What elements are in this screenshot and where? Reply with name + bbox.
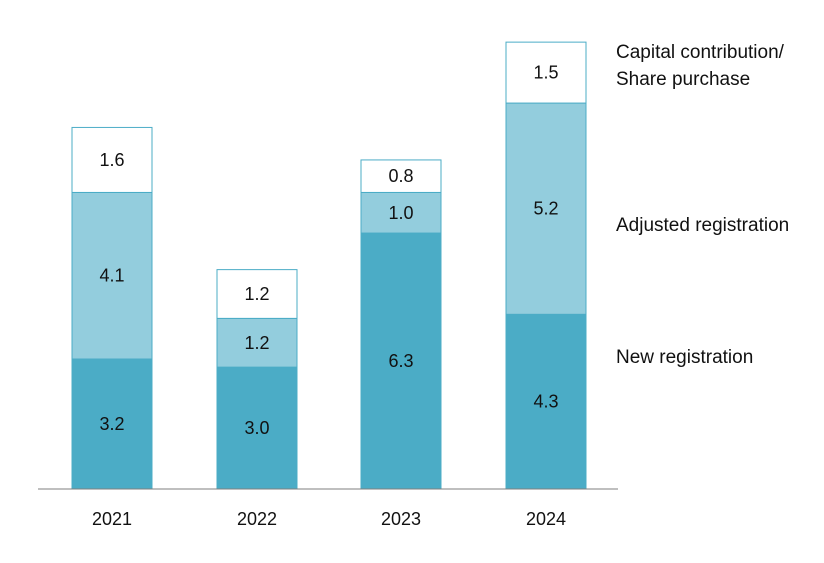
data-label-adjusted-2022: 1.2	[244, 333, 269, 353]
data-label-new-2021: 3.2	[99, 414, 124, 434]
bar-capital-2023	[360, 159, 442, 193]
data-label-capital-2024: 1.5	[533, 63, 558, 83]
x-tick-label-2022: 2022	[237, 509, 277, 529]
bar-capital-2022	[216, 269, 298, 319]
bar-new-2022	[216, 366, 298, 490]
legend-label-new: New registration	[616, 347, 753, 368]
bar-adjusted-2022	[216, 317, 298, 368]
data-label-capital-2022: 1.2	[244, 284, 269, 304]
bar-capital-2021	[71, 126, 153, 193]
legend: New registration Adjusted registration Cap…	[616, 42, 789, 368]
bar-new-2024	[505, 313, 587, 490]
x-tick-label-2023: 2023	[381, 509, 421, 529]
bar-new-2021	[71, 358, 153, 490]
data-label-adjusted-2024: 5.2	[533, 199, 558, 219]
bar-capital-2024	[505, 41, 587, 104]
legend-label-adjusted: Adjusted registration	[616, 215, 789, 236]
data-label-capital-2021: 1.6	[99, 150, 124, 170]
bar-adjusted-2024	[505, 102, 587, 315]
data-label-adjusted-2021: 4.1	[99, 266, 124, 286]
data-label-adjusted-2023: 1.0	[388, 203, 413, 223]
data-label-new-2023: 6.3	[388, 351, 413, 371]
legend-label-capital-line-2: Share purchase	[616, 69, 750, 90]
x-tick-label-2021: 2021	[92, 509, 132, 529]
bar-adjusted-2021	[71, 191, 153, 360]
data-label-capital-2023: 0.8	[388, 166, 413, 186]
legend-label-capital-line-1: Capital contribution/	[616, 42, 785, 63]
x-tick-labels: 2021 2022 2023 2024	[92, 509, 566, 529]
bars-group: 3.2 4.1 1.6 3.0 1.2 1.2 6.3 1.0 0.8 4.3 5.2 1.5	[71, 41, 587, 490]
data-label-new-2022: 3.0	[244, 418, 269, 438]
bar-adjusted-2023	[360, 191, 442, 234]
data-label-new-2024: 4.3	[533, 392, 558, 412]
x-tick-label-2024: 2024	[526, 509, 566, 529]
